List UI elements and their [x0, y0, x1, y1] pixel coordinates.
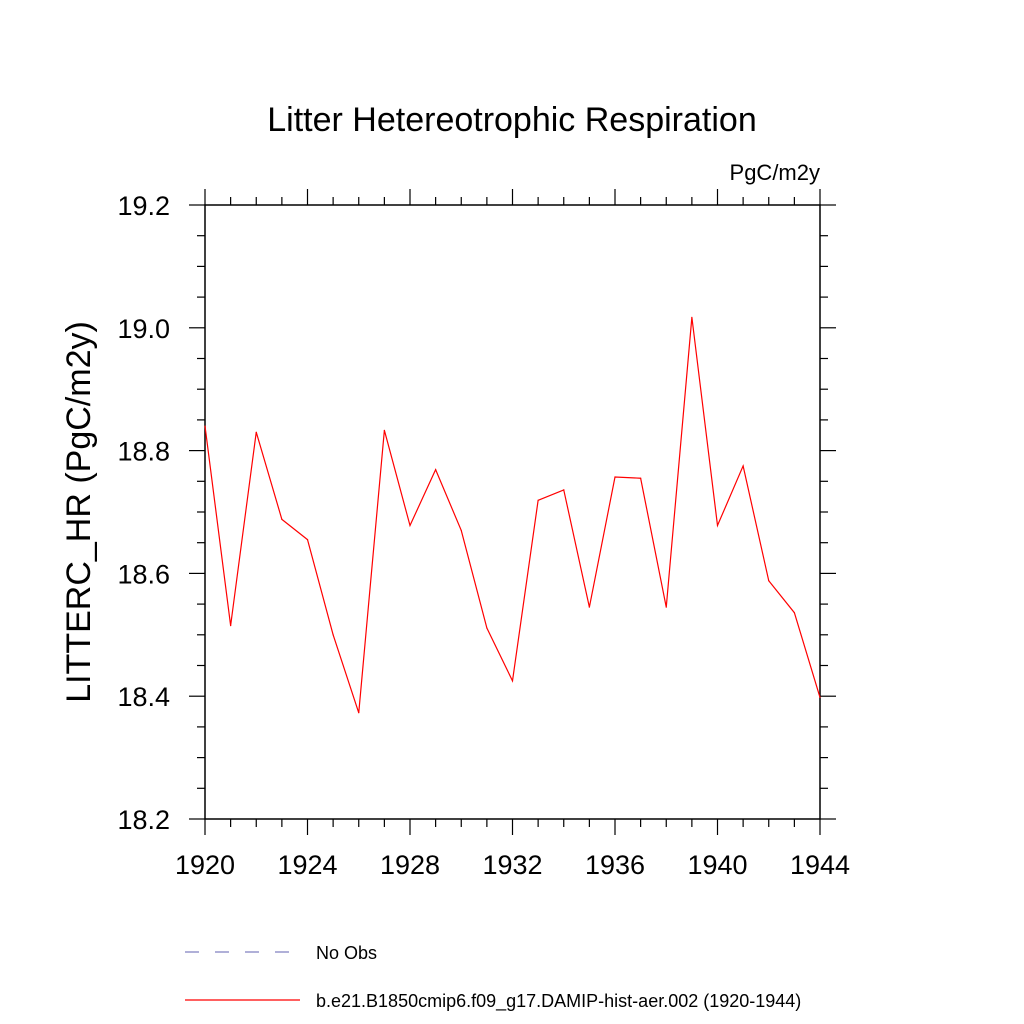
data-point [640, 477, 642, 479]
y-tick-label: 18.4 [117, 682, 170, 712]
x-tick-label: 1932 [482, 850, 542, 880]
data-point [230, 624, 232, 627]
data-point [204, 425, 206, 427]
units-label: PgC/m2y [730, 160, 820, 185]
y-tick-label: 18.6 [117, 559, 170, 589]
data-point [665, 606, 667, 608]
x-tick-label: 1924 [277, 850, 337, 880]
data-point [716, 524, 719, 527]
data-point [537, 499, 539, 501]
x-tick-label: 1928 [380, 850, 440, 880]
data-point [511, 680, 514, 682]
y-tick-label: 18.8 [117, 437, 170, 467]
x-tick-label: 1944 [790, 850, 850, 880]
legend-label: b.e21.B1850cmip6.f09_g17.DAMIP-hist-aer.… [316, 991, 801, 1012]
data-point [255, 431, 257, 433]
data-point [691, 316, 693, 318]
data-point [486, 627, 488, 629]
data-point [409, 524, 411, 527]
axis-ticks [189, 189, 836, 835]
data-point [819, 696, 821, 699]
data-point [332, 634, 334, 636]
x-tick-label: 1940 [687, 850, 747, 880]
axis-tick-labels: 1920 1924 1928 1932 1936 1940 1944 18.2 18.4 18.6… [117, 191, 850, 880]
data-point [383, 429, 385, 431]
data-point [614, 476, 616, 478]
data-point [588, 606, 590, 608]
data-point [563, 489, 565, 491]
data-point [793, 612, 795, 614]
legend: No Obs b.e21.B1850cmip6.f09_g17.DAMIP-his… [185, 943, 801, 1012]
data-point [281, 518, 283, 520]
series-line [204, 317, 821, 713]
plot-frame [204, 204, 821, 820]
legend-label: No Obs [316, 943, 377, 963]
x-tick-label: 1920 [175, 850, 235, 880]
data-point [768, 580, 770, 582]
data-point [306, 539, 309, 541]
x-tick-label: 1936 [585, 850, 645, 880]
y-axis-label: LITTERC_HR (PgC/m2y) [60, 321, 98, 703]
data-point [358, 712, 360, 714]
series-group [204, 316, 821, 714]
y-tick-label: 19.2 [117, 191, 170, 221]
data-point [742, 465, 744, 467]
y-tick-label: 19.0 [117, 314, 170, 344]
y-tick-label: 18.2 [117, 805, 170, 835]
data-point [460, 529, 462, 532]
data-point [435, 469, 437, 471]
chart-title: Litter Hetereotrophic Respiration [267, 101, 756, 139]
